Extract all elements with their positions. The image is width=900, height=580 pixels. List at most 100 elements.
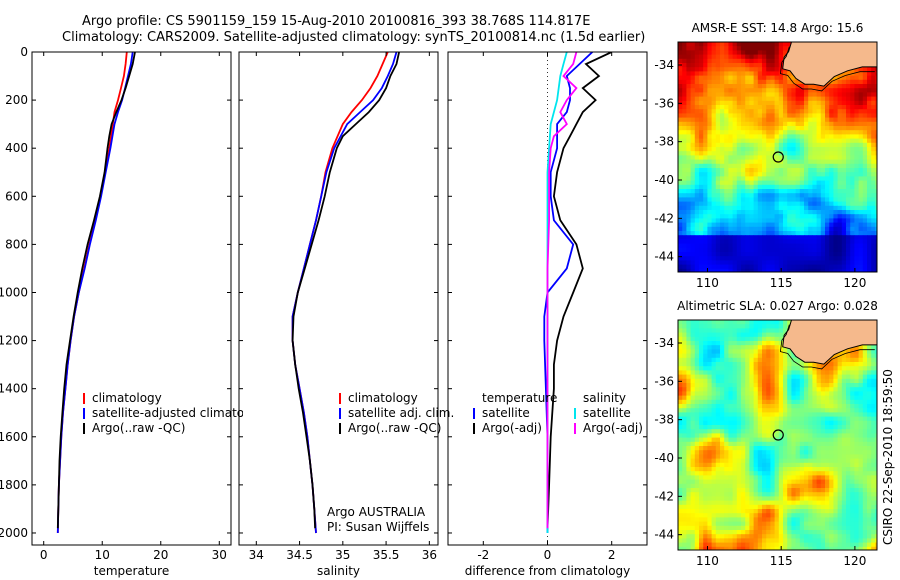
map-cell <box>846 147 851 152</box>
map-cell <box>736 100 742 106</box>
map-cell <box>783 458 788 464</box>
map-cell <box>682 320 687 325</box>
map-cell <box>787 201 792 207</box>
map-cell <box>804 395 809 401</box>
map-cell <box>707 349 712 354</box>
map-cell <box>833 383 838 388</box>
map-cell <box>745 88 750 93</box>
map-cell <box>699 243 704 249</box>
map-cell <box>846 268 851 272</box>
map-cell <box>732 88 738 93</box>
map-cell <box>799 471 805 476</box>
map-cell <box>715 210 721 215</box>
map-cell <box>808 222 813 228</box>
map-cell <box>682 437 687 443</box>
map-cell <box>720 197 725 202</box>
map-cell <box>778 226 784 232</box>
map-cell <box>682 58 687 64</box>
map-cell <box>783 172 788 177</box>
map-cell <box>762 320 767 325</box>
map-cell <box>787 429 792 434</box>
map-cell <box>833 134 838 139</box>
map-cell <box>770 243 775 249</box>
map-cell <box>795 142 801 148</box>
map-cell <box>774 92 780 97</box>
map-y-tick-label: -36 <box>654 96 674 110</box>
map-cell <box>846 496 851 501</box>
map-cell <box>804 268 809 272</box>
map-cell <box>820 142 826 148</box>
map-cell <box>678 134 683 139</box>
map-cell <box>833 226 838 232</box>
map-cell <box>820 500 826 506</box>
map-cell <box>787 458 792 464</box>
map-cell <box>820 395 826 401</box>
map-cell <box>783 446 788 451</box>
map-cell <box>791 504 796 510</box>
map-cell <box>778 500 784 506</box>
map-cell <box>736 387 742 392</box>
map-cell <box>871 252 876 257</box>
map-cell <box>766 151 771 156</box>
map-cell <box>699 147 704 152</box>
map-cell <box>736 168 742 173</box>
map-cell <box>753 218 759 223</box>
map-cell <box>799 425 805 430</box>
map-cell <box>715 142 721 148</box>
map-cell <box>736 205 742 211</box>
map-cell <box>745 180 750 186</box>
map-cell <box>757 429 763 434</box>
map-cell <box>833 433 838 438</box>
map-cell <box>678 412 683 417</box>
map-cell <box>711 75 717 81</box>
map-cell <box>770 189 775 194</box>
map-cell <box>774 210 780 215</box>
map-cell <box>804 109 809 114</box>
map-cell <box>791 151 796 156</box>
map-cell <box>711 429 717 434</box>
map-cell <box>703 214 708 219</box>
map-cell <box>690 214 696 219</box>
map-cell <box>745 458 750 464</box>
map-cell <box>825 163 830 169</box>
map-cell <box>732 218 738 223</box>
map-cell <box>871 210 876 215</box>
map-cell <box>808 366 813 371</box>
map-cell <box>736 193 742 198</box>
map-cell <box>699 100 704 106</box>
map-cell <box>711 201 717 207</box>
map-cell <box>724 210 729 215</box>
map-cell <box>854 247 859 253</box>
map-cell <box>862 79 868 85</box>
map-cell <box>715 163 721 169</box>
map-cell <box>854 193 859 198</box>
map-cell <box>854 408 859 413</box>
map-cell <box>749 370 754 375</box>
map-cell <box>850 399 855 405</box>
map-cell <box>736 180 742 186</box>
map-cell <box>711 433 717 438</box>
map-cell <box>808 197 813 202</box>
map-cell <box>736 84 742 89</box>
map-cell <box>770 84 775 89</box>
map-cell <box>766 404 771 409</box>
map-cell <box>678 462 683 468</box>
map-cell <box>875 404 877 409</box>
map-cell <box>732 256 738 261</box>
map-cell <box>694 75 700 81</box>
map-cell <box>858 96 864 102</box>
map-cell <box>703 134 708 139</box>
map-cell <box>728 92 733 97</box>
map-cell <box>816 446 822 451</box>
map-cell <box>741 504 746 510</box>
map-cell <box>741 395 746 401</box>
map-cell <box>770 226 775 232</box>
map-cell <box>837 151 843 156</box>
figure-title-line2: Climatology: CARS2009. Satellite-adjuste… <box>62 30 646 45</box>
map-cell <box>825 378 830 384</box>
map-cell <box>770 458 775 464</box>
map-cell <box>820 214 826 219</box>
map-cell <box>686 100 691 106</box>
map-cell <box>707 193 712 198</box>
map-cell <box>837 189 843 194</box>
